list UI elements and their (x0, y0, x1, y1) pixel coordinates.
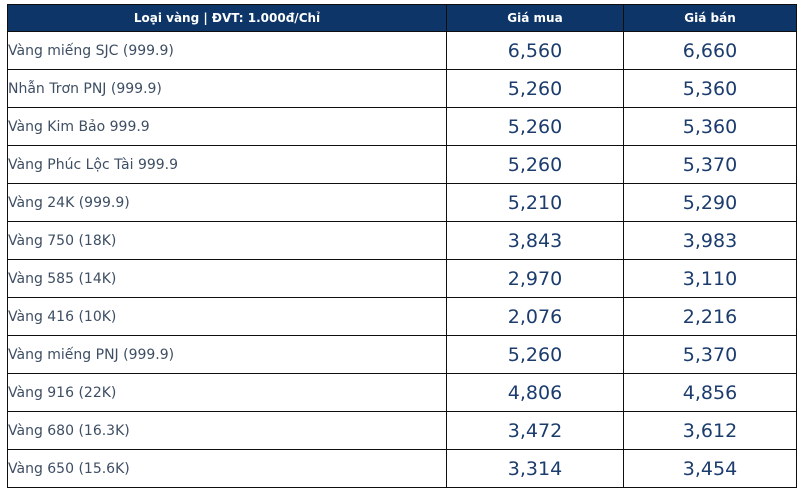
sell-price: 5,290 (623, 183, 797, 222)
buy-price: 6,560 (446, 31, 624, 70)
buy-price: 3,314 (446, 449, 624, 488)
sell-price: 2,216 (623, 297, 797, 336)
table-row: Vàng 680 (16.3K) 3,472 3,612 (7, 411, 797, 450)
buy-price: 5,260 (446, 107, 624, 146)
buy-price: 2,970 (446, 259, 624, 298)
buy-price: 4,806 (446, 373, 624, 412)
sell-price: 3,983 (623, 221, 797, 260)
table-row: Vàng 650 (15.6K) 3,314 3,454 (7, 449, 797, 488)
sell-price: 3,110 (623, 259, 797, 298)
table-row: Vàng 916 (22K) 4,806 4,856 (7, 373, 797, 412)
gold-price-table-container: Loại vàng | ĐVT: 1.000đ/Chỉ Giá mua Giá … (7, 4, 797, 488)
buy-price: 3,843 (446, 221, 624, 260)
buy-price: 5,260 (446, 145, 624, 184)
gold-type-label: Vàng Kim Bảo 999.9 (7, 107, 447, 146)
gold-type-label: Vàng 416 (10K) (7, 297, 447, 336)
table-row: Vàng Kim Bảo 999.9 5,260 5,360 (7, 107, 797, 146)
sell-price: 4,856 (623, 373, 797, 412)
gold-type-label: Vàng 585 (14K) (7, 259, 447, 298)
table-row: Vàng 24K (999.9) 5,210 5,290 (7, 183, 797, 222)
buy-price: 3,472 (446, 411, 624, 450)
table-row: Vàng miếng SJC (999.9) 6,560 6,660 (7, 31, 797, 70)
gold-type-label: Vàng Phúc Lộc Tài 999.9 (7, 145, 447, 184)
gold-type-label: Nhẫn Trơn PNJ (999.9) (7, 69, 447, 108)
gold-type-label: Vàng 750 (18K) (7, 221, 447, 260)
sell-price: 3,454 (623, 449, 797, 488)
col-header-sell-price: Giá bán (623, 4, 797, 32)
col-header-gold-type: Loại vàng | ĐVT: 1.000đ/Chỉ (7, 4, 447, 32)
buy-price: 5,210 (446, 183, 624, 222)
table-row: Vàng 416 (10K) 2,076 2,216 (7, 297, 797, 336)
table-row: Vàng 750 (18K) 3,843 3,983 (7, 221, 797, 260)
gold-type-label: Vàng miếng SJC (999.9) (7, 31, 447, 70)
sell-price: 5,360 (623, 69, 797, 108)
buy-price: 5,260 (446, 69, 624, 108)
gold-price-table: Loại vàng | ĐVT: 1.000đ/Chỉ Giá mua Giá … (7, 4, 797, 488)
buy-price: 2,076 (446, 297, 624, 336)
gold-type-label: Vàng 24K (999.9) (7, 183, 447, 222)
table-row: Vàng 585 (14K) 2,970 3,110 (7, 259, 797, 298)
sell-price: 5,370 (623, 335, 797, 374)
table-row: Vàng miếng PNJ (999.9) 5,260 5,370 (7, 335, 797, 374)
table-row: Nhẫn Trơn PNJ (999.9) 5,260 5,360 (7, 69, 797, 108)
gold-type-label: Vàng 650 (15.6K) (7, 449, 447, 488)
gold-type-label: Vàng 680 (16.3K) (7, 411, 447, 450)
sell-price: 5,360 (623, 107, 797, 146)
header-row: Loại vàng | ĐVT: 1.000đ/Chỉ Giá mua Giá … (7, 4, 797, 32)
sell-price: 5,370 (623, 145, 797, 184)
gold-type-label: Vàng 916 (22K) (7, 373, 447, 412)
buy-price: 5,260 (446, 335, 624, 374)
sell-price: 6,660 (623, 31, 797, 70)
col-header-buy-price: Giá mua (446, 4, 624, 32)
gold-type-label: Vàng miếng PNJ (999.9) (7, 335, 447, 374)
table-row: Vàng Phúc Lộc Tài 999.9 5,260 5,370 (7, 145, 797, 184)
sell-price: 3,612 (623, 411, 797, 450)
